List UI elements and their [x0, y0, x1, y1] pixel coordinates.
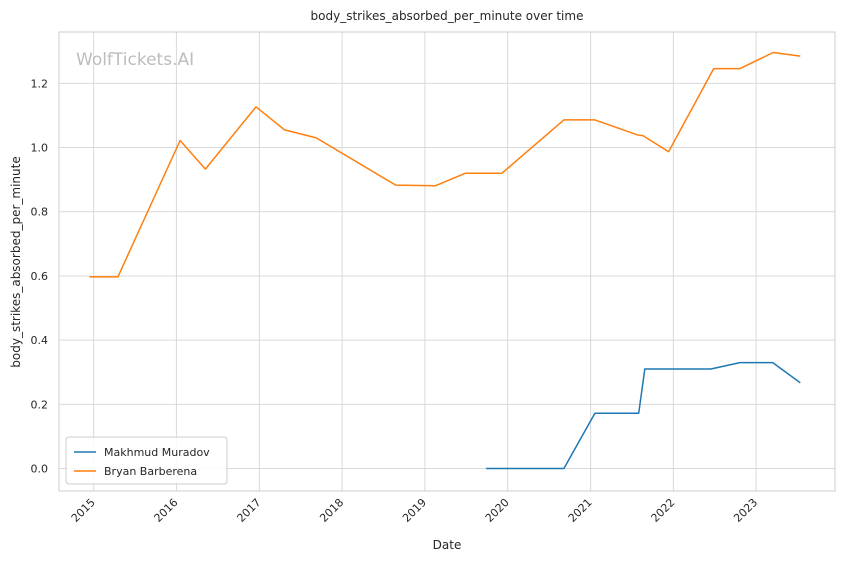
plot-area — [58, 31, 836, 492]
grid-lines — [59, 32, 835, 491]
series-lines — [89, 51, 801, 470]
watermark-text: WolfTickets.AI — [76, 50, 194, 70]
y-tick-label: 0.0 — [31, 463, 49, 476]
y-tick-label: 0.6 — [31, 270, 49, 283]
legend-label: Makhmud Muradov — [104, 446, 210, 459]
legend-box — [65, 436, 228, 485]
y-tick-label: 1.2 — [31, 77, 49, 90]
y-tick-label: 0.4 — [31, 334, 49, 347]
y-tick-label: 0.2 — [31, 398, 49, 411]
y-axis-title: body_strikes_absorbed_per_minute — [9, 156, 23, 367]
y-tick-label: 1.0 — [31, 142, 49, 155]
legend: Makhmud Muradov Bryan Barberena — [65, 436, 228, 485]
chart-title: body_strikes_absorbed_per_minute over ti… — [311, 9, 584, 23]
series-line-0 — [486, 361, 801, 470]
y-axis-tick-labels: 0.0 0.2 0.4 0.6 0.8 1.0 1.2 — [31, 77, 49, 475]
x-axis-tick-labels: 2015 2016 2017 2018 2019 2020 2021 2022 2023 — [69, 496, 760, 525]
y-tick-label: 0.8 — [31, 206, 49, 219]
x-axis-title: Date — [433, 538, 462, 552]
legend-label: Bryan Barberena — [104, 465, 197, 478]
series-line-1 — [89, 51, 801, 278]
